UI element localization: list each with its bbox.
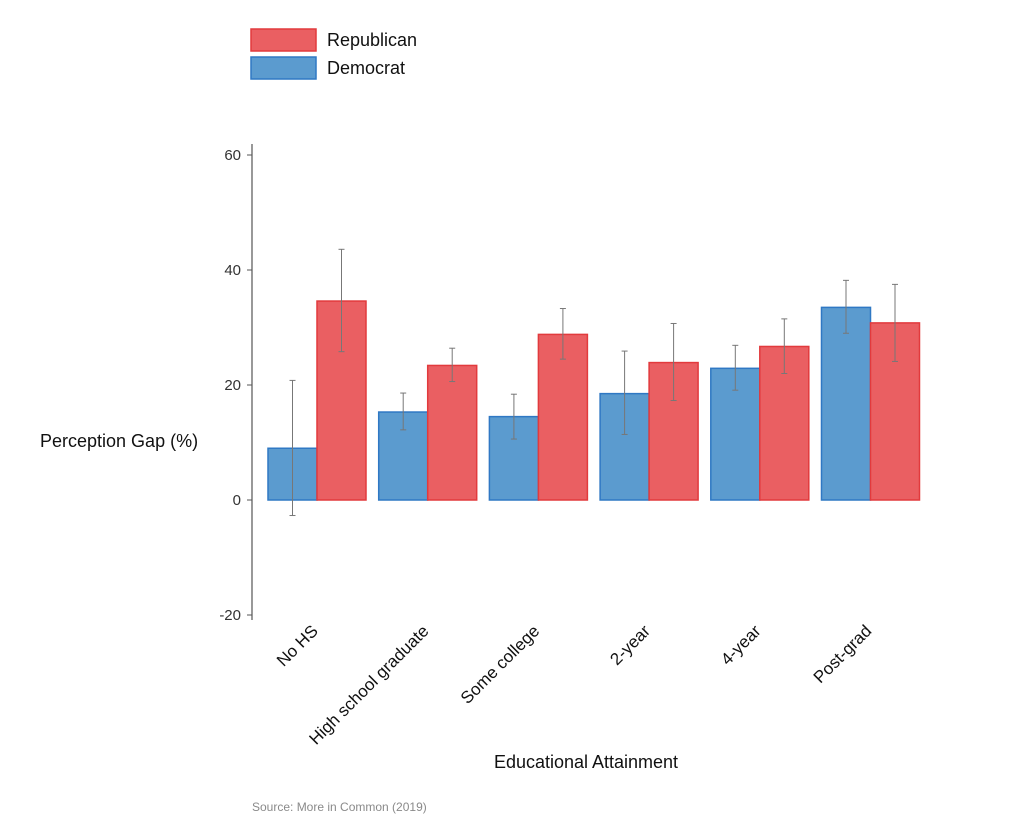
x-category-label-1: High school graduate [305,621,432,748]
x-category-label-2: Some college [457,621,543,707]
legend-swatch-republican [250,28,317,52]
y-tick-label: -20 [219,607,241,624]
error-bars [289,248,898,517]
y-tick-label: 60 [224,147,241,164]
legend: Republican Democrat [250,28,417,80]
bar-democrat-5 [820,306,872,501]
x-category-label-4: 4-year [717,621,765,669]
y-tick-label: 20 [224,377,241,394]
x-category-label-0: No HS [273,621,322,670]
source-note: Source: More in Common (2019) [252,800,427,814]
legend-label-democrat: Democrat [327,58,405,78]
legend-swatch-democrat [250,56,317,80]
bar-republican-1 [426,364,478,501]
y-axis-title: Perception Gap (%) [40,431,198,451]
y-axis-ticks: -20 0 20 40 60 [219,147,252,624]
bar-republican-2 [537,333,589,501]
x-category-label-5: Post-grad [810,621,876,687]
y-tick-label: 40 [224,262,241,279]
bars [267,300,921,501]
x-category-label-3: 2-year [606,621,654,669]
legend-label-republican: Republican [327,30,417,50]
x-axis-title: Educational Attainment [494,752,678,772]
y-tick-label: 0 [233,492,241,509]
